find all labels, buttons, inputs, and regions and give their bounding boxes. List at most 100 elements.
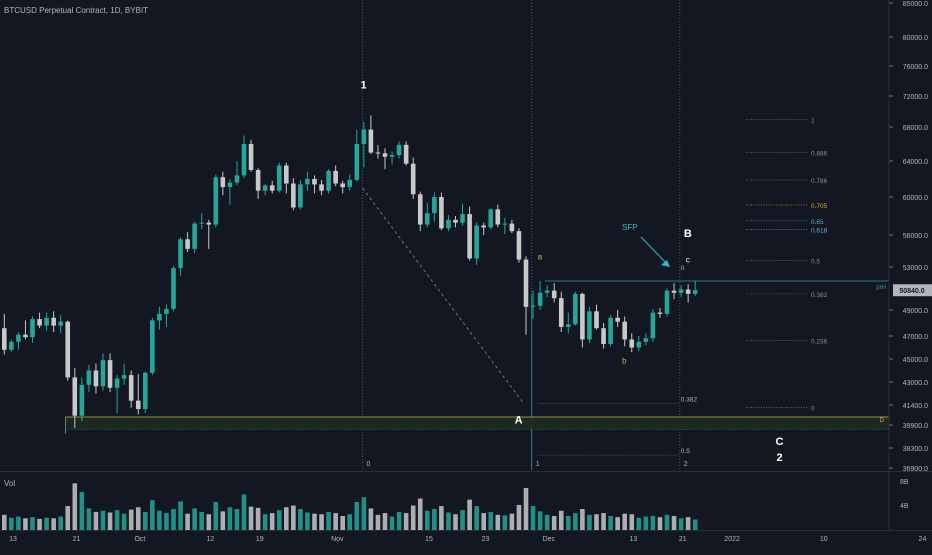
y-tick-label: 60000.0	[903, 195, 928, 202]
x-tick-label: 13	[9, 536, 17, 543]
candle-body	[636, 341, 642, 348]
candle-body	[678, 289, 684, 293]
volume-bar	[403, 513, 409, 530]
candle-body	[199, 222, 204, 224]
volume-bar	[587, 514, 592, 530]
volume-bar	[305, 512, 310, 530]
volume-bar	[340, 516, 345, 530]
candle-body	[241, 144, 247, 176]
candle-body	[298, 184, 303, 208]
candle-body	[291, 183, 296, 208]
d-label: D	[880, 418, 885, 424]
volume-bar	[566, 516, 571, 530]
candle-body	[495, 209, 501, 225]
y-tick-label: 80000.0	[903, 35, 928, 42]
volume-bar	[114, 510, 120, 530]
candle-body	[100, 360, 106, 387]
candle-body	[523, 259, 529, 307]
volume-bar	[51, 518, 56, 530]
volume-bar	[30, 517, 35, 530]
volume-bar	[128, 509, 134, 530]
volume-bar	[37, 518, 42, 530]
volume-bar	[396, 511, 402, 530]
candle-body	[143, 372, 148, 409]
candle-body	[446, 219, 451, 229]
volume-layer	[2, 483, 698, 530]
volume-bar	[509, 513, 515, 530]
candle-body	[2, 328, 7, 350]
candle-body	[629, 339, 635, 348]
x-tick-label: 21	[73, 536, 81, 543]
volume-bar	[629, 514, 635, 530]
volume-bar	[326, 511, 331, 530]
volume-bar	[9, 517, 14, 530]
volume-bar	[558, 510, 564, 530]
volume-bar	[573, 513, 578, 530]
candle-body	[65, 321, 71, 378]
candle-body	[594, 311, 599, 329]
candle-body	[403, 144, 409, 164]
volume-label: Vol	[4, 479, 15, 488]
candle-body	[319, 184, 324, 191]
volume-bar	[2, 514, 7, 530]
candle-body	[608, 317, 613, 345]
candle-body	[573, 293, 578, 325]
volume-bar	[312, 513, 317, 530]
volume-bar	[481, 513, 486, 530]
volume-bar	[580, 509, 585, 530]
x-tick-label: Nov	[331, 536, 344, 543]
volume-bar	[692, 519, 698, 530]
x-tick-label: 12	[207, 536, 215, 543]
current-price-label: 50840.0	[899, 288, 924, 295]
volume-bar	[495, 514, 501, 530]
candle-body	[354, 144, 360, 180]
volume-bar	[530, 506, 536, 530]
candle-body	[544, 290, 550, 293]
candle-body	[206, 222, 212, 225]
candle-body	[135, 400, 141, 409]
fib-level-label: 0.236	[811, 339, 828, 346]
x-tick-label: 2022	[724, 536, 740, 543]
candle-body	[417, 194, 423, 225]
volume-bar	[657, 517, 663, 530]
volume-bar	[375, 514, 381, 530]
y-tick-label: 39900.0	[903, 423, 928, 430]
candles-layer	[2, 115, 698, 428]
candle-body	[185, 239, 190, 249]
volume-bar	[248, 506, 254, 530]
x-tick-label: 21	[679, 536, 687, 543]
fib-extension-label: 0.5	[681, 448, 690, 455]
axes-layer: 85000.0 80000.0 76000.0 72000.0 68000.0 64000…	[0, 0, 932, 543]
volume-bar	[608, 516, 613, 530]
candle-body	[643, 338, 649, 342]
candle-body	[439, 197, 444, 229]
volume-bar	[502, 515, 508, 530]
candle-body	[213, 177, 219, 225]
y-tick-label: 64000.0	[903, 159, 928, 166]
volume-bar	[678, 518, 684, 530]
volume-bar	[643, 516, 649, 530]
wave-label-C: C	[776, 436, 784, 448]
candle-body	[664, 290, 670, 314]
candle-body	[30, 319, 35, 338]
candle-body	[340, 183, 345, 188]
x-tick-label: Oct	[134, 536, 145, 543]
volume-bar	[523, 488, 529, 530]
volume-bar	[72, 483, 78, 530]
vertical-marker-label: 1	[536, 461, 540, 468]
candle-body	[150, 320, 155, 373]
volume-bar	[135, 507, 141, 530]
y-tick-label: 53000.0	[903, 265, 928, 272]
volume-bar	[333, 513, 338, 530]
volume-bar	[206, 514, 212, 530]
candle-body	[86, 370, 92, 385]
sfp-label: SFP	[622, 223, 638, 232]
volume-bar	[389, 516, 395, 530]
sfp-arrow-head	[661, 260, 670, 267]
fib-extension-label: 0.382	[681, 397, 698, 404]
y-tick-label: 56000.0	[903, 233, 928, 240]
volume-bar	[213, 502, 219, 530]
volume-bar	[382, 513, 388, 530]
